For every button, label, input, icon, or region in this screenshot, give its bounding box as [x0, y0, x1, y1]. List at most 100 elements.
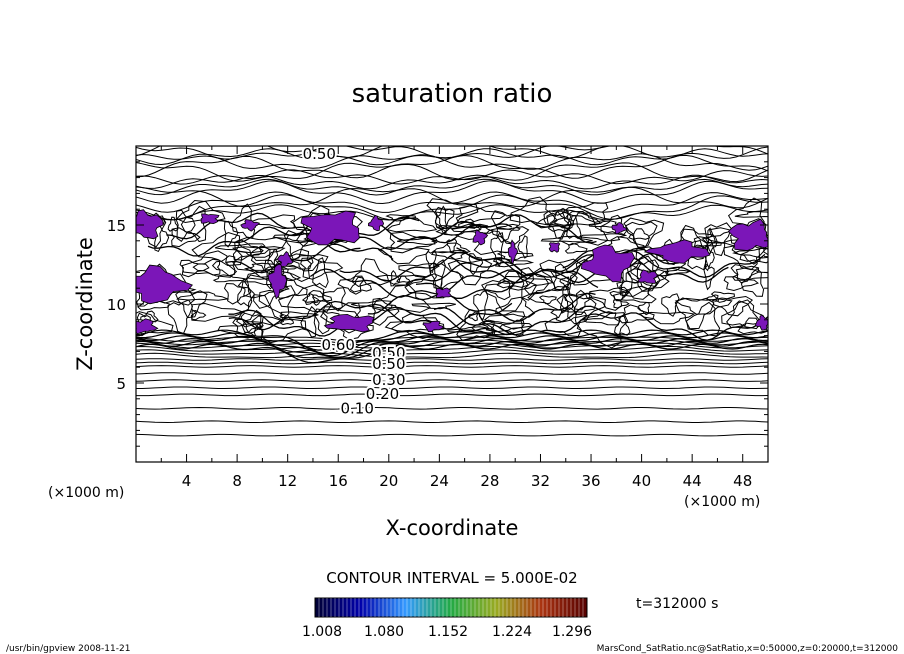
contour-loop	[136, 311, 174, 337]
contour-line	[136, 178, 768, 196]
contour-loop	[246, 265, 302, 282]
footer-left: /usr/bin/gpview 2008-11-21	[6, 644, 130, 654]
supersaturated-region	[200, 213, 220, 225]
contour-line	[136, 406, 768, 410]
contour-loop	[249, 214, 296, 230]
supersaturated-region	[367, 215, 385, 232]
contour-lines	[136, 146, 768, 437]
contour-loop	[573, 289, 597, 316]
contour-loop	[458, 218, 478, 229]
contour-line	[136, 169, 768, 185]
contour-loop	[674, 297, 715, 330]
contour-loop	[301, 289, 333, 303]
supersaturated-region	[643, 239, 711, 264]
contour-loop	[240, 312, 264, 334]
y-tick-label: 5	[116, 375, 126, 393]
contour-line	[136, 194, 768, 221]
contour-loop	[425, 249, 437, 273]
contour-loop	[546, 211, 572, 240]
contour-loop	[550, 309, 588, 323]
x-tick-label: 40	[632, 472, 651, 490]
contour-loop	[192, 258, 221, 276]
contour-line	[136, 386, 768, 389]
contour-line	[136, 335, 768, 357]
supersaturated-region	[136, 318, 159, 335]
contour-loop	[236, 294, 285, 328]
contour-loop	[175, 209, 196, 242]
colorbar	[314, 597, 588, 618]
contour-loop	[620, 259, 633, 297]
contour-line	[373, 214, 597, 244]
contour-line	[136, 379, 768, 382]
contour-loop	[544, 307, 582, 338]
contour-line	[449, 254, 729, 284]
contour-loop	[351, 258, 390, 287]
contour-loop	[337, 275, 365, 295]
contour-loop	[300, 305, 317, 338]
contour-loop	[687, 236, 722, 248]
contour-label: 0.60	[322, 336, 355, 354]
contour-loop	[175, 291, 230, 301]
contour-line	[539, 312, 768, 341]
contour-loop	[446, 326, 496, 334]
contour-line	[166, 212, 420, 243]
contour-loop	[250, 315, 307, 344]
supersaturated-region	[323, 313, 375, 333]
supersaturated-region	[727, 218, 768, 251]
contour-label: 0.20	[366, 385, 399, 403]
contour-loop	[167, 216, 179, 232]
y-axis-label: Z-coordinate	[73, 237, 97, 371]
contour-loop	[237, 281, 290, 299]
contour-loop	[250, 248, 279, 275]
footer-right: MarsCond_SatRatio.nc@SatRatio,x=0:50000,…	[597, 644, 899, 654]
contour-line	[136, 340, 768, 359]
contour-line	[367, 292, 596, 322]
x-tick-label: 36	[581, 472, 600, 490]
contour-loop	[212, 274, 246, 283]
contour-line	[226, 243, 394, 274]
colorbar-tick-label: 1.008	[302, 624, 342, 640]
contour-loop	[539, 258, 582, 291]
contour-loop	[214, 243, 266, 254]
contour-loop	[320, 302, 361, 334]
contour-loop	[704, 222, 732, 257]
contour-line	[405, 261, 523, 285]
supersaturated-region	[240, 219, 261, 232]
contour-line	[136, 433, 768, 437]
contour-line	[136, 372, 768, 375]
contour-interval-label: CONTOUR INTERVAL = 5.000E-02	[326, 569, 577, 587]
contour-line	[339, 251, 532, 282]
contour-loop	[501, 275, 554, 291]
contour-loop	[190, 302, 246, 322]
contour-loop	[191, 309, 207, 321]
contour-label: 0.50	[372, 355, 405, 373]
contour-loop	[140, 310, 159, 323]
contour-loop	[726, 300, 764, 329]
contour-line	[309, 268, 529, 298]
supersaturated-region	[548, 242, 561, 253]
contour-loop	[559, 276, 570, 288]
contour-loop	[496, 251, 534, 261]
contour-label: 0.30	[372, 371, 405, 389]
contour-loop	[386, 217, 438, 233]
contour-loop	[490, 226, 530, 245]
supersaturated-region	[754, 314, 768, 331]
contour-line	[136, 358, 768, 361]
contour-line	[339, 220, 513, 251]
contour-loop	[351, 300, 393, 309]
contour-loop	[704, 244, 715, 272]
contour-loop	[377, 246, 430, 265]
y-tick-label: 15	[107, 217, 126, 235]
contour-line	[136, 393, 768, 397]
x-axis: 4 8 12 16 20 24 28 32 36 40 44 48	[160, 146, 752, 490]
x-tick-label: 12	[278, 472, 297, 490]
contour-loop	[612, 285, 657, 304]
contour-loop	[553, 263, 578, 291]
contour-loop	[446, 238, 458, 254]
contour-loop	[471, 319, 496, 336]
colorbar-ticks: 1.008 1.080 1.152 1.224 1.296	[302, 624, 592, 640]
contour-loop	[710, 291, 735, 303]
contour-line	[136, 180, 768, 205]
contour-loop	[396, 275, 411, 283]
